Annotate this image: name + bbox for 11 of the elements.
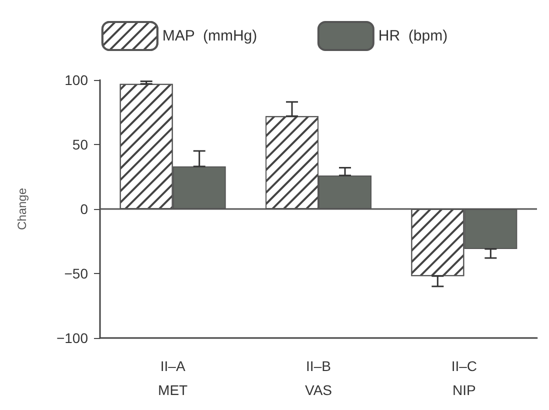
y-tick-label: −100 xyxy=(56,330,88,346)
x-tick-label: II–B VAS xyxy=(305,358,332,398)
y-tick-label: 0 xyxy=(80,201,88,217)
y-tick-label: 50 xyxy=(72,136,88,152)
x-tick-label: II–A MET xyxy=(158,358,188,398)
y-axis-title: Change xyxy=(15,188,29,230)
y-tick-label: 100 xyxy=(64,72,88,88)
y-tick-label: −50 xyxy=(64,266,88,282)
legend-label: MAP (mmHg) xyxy=(162,28,258,44)
legend-label: HR (bpm) xyxy=(378,28,448,44)
x-tick-label: II–C NIP xyxy=(451,358,478,398)
